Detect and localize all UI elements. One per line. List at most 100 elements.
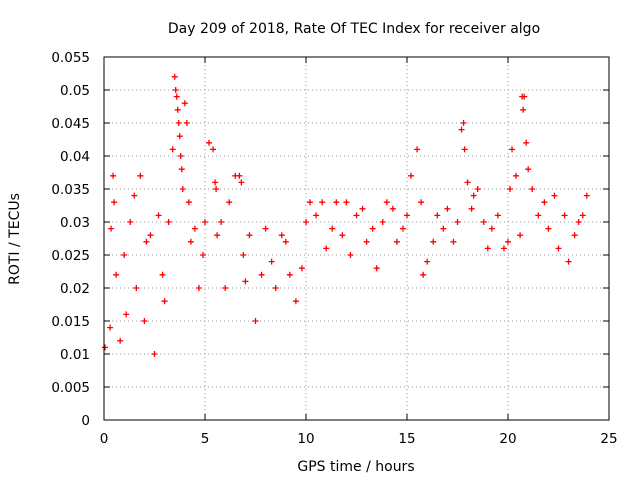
data-point (323, 245, 330, 252)
data-point (212, 179, 219, 186)
data-point (159, 271, 166, 278)
data-point (363, 238, 370, 245)
data-point (199, 252, 206, 258)
data-point (440, 225, 447, 232)
data-point (177, 153, 184, 159)
data-point (521, 93, 528, 100)
data-point (292, 298, 299, 305)
chart-title: Day 209 of 2018, Rate Of TEC Index for r… (168, 21, 540, 37)
data-point (268, 258, 275, 265)
data-point (171, 73, 178, 80)
data-point (408, 172, 415, 179)
data-point (343, 199, 350, 206)
y-tick-label: 0.02 (60, 281, 90, 297)
data-point (236, 172, 243, 179)
data-point (399, 225, 406, 232)
data-point (169, 146, 176, 153)
x-tick-label: 20 (499, 431, 516, 447)
data-point (480, 219, 487, 225)
data-point (155, 212, 162, 219)
data-point (117, 337, 124, 344)
data-point (141, 318, 148, 324)
data-point (414, 146, 421, 153)
data-point (359, 205, 366, 212)
data-point (127, 219, 134, 225)
data-point (226, 199, 233, 206)
data-point (195, 285, 202, 291)
data-point (339, 232, 346, 239)
data-point (523, 139, 530, 146)
x-tick-label: 15 (398, 431, 415, 447)
data-point (286, 271, 293, 278)
data-point (108, 225, 115, 232)
y-tick-label: 0 (81, 413, 90, 429)
data-point (258, 271, 265, 278)
data-point (246, 232, 253, 239)
data-point (494, 212, 501, 219)
data-point (107, 324, 114, 331)
data-point (183, 120, 190, 126)
data-point (278, 232, 285, 239)
x-axis-label: GPS time / hours (297, 459, 414, 475)
data-point (213, 186, 220, 192)
data-point (214, 232, 221, 239)
data-point (238, 179, 245, 186)
data-point (298, 265, 305, 272)
data-point (191, 225, 198, 232)
data-point (461, 146, 468, 153)
data-point (424, 258, 431, 265)
data-point (373, 265, 380, 272)
data-point (102, 344, 109, 351)
data-point (418, 199, 425, 206)
data-point (347, 252, 354, 258)
data-point (165, 219, 172, 225)
data-point (525, 166, 532, 173)
data-point (178, 166, 185, 173)
data-point (488, 225, 495, 232)
y-tick-label: 0.01 (60, 347, 90, 363)
data-point (541, 199, 548, 206)
data-point (131, 192, 138, 199)
data-point (272, 285, 279, 291)
data-point (517, 232, 524, 239)
data-point (470, 192, 477, 199)
data-point (137, 172, 144, 179)
data-point (389, 205, 396, 212)
data-point (468, 205, 475, 212)
data-points (102, 73, 590, 357)
data-point (545, 225, 552, 232)
y-tick-label: 0.03 (60, 215, 90, 231)
data-point (179, 186, 186, 192)
data-point (404, 212, 410, 219)
data-point (161, 298, 168, 305)
data-point (172, 87, 179, 93)
data-point (393, 238, 400, 245)
data-point (434, 212, 441, 219)
data-point (303, 219, 309, 225)
data-point (353, 212, 360, 219)
y-tick-labels: 0 0.005 0.01 0.015 0.02 0.025 0.03 0.035 0.04 0.0… (51, 50, 90, 429)
data-point (444, 205, 451, 212)
data-point (420, 271, 427, 278)
data-point (110, 172, 117, 179)
data-point (151, 351, 158, 357)
x-tick-label: 5 (201, 431, 210, 447)
data-point (111, 199, 118, 206)
data-point (329, 225, 336, 232)
data-point (252, 318, 259, 324)
data-point (121, 252, 128, 258)
y-tick-label: 0.05 (60, 83, 90, 99)
y-tick-label: 0.055 (51, 50, 90, 66)
data-point (143, 238, 150, 245)
data-point (369, 225, 376, 232)
data-point (520, 106, 527, 113)
data-point (430, 238, 437, 245)
data-point (313, 212, 320, 219)
data-point (242, 278, 249, 285)
data-point (513, 172, 520, 179)
data-point (147, 232, 154, 239)
data-point (484, 245, 491, 252)
y-tick-label: 0.015 (51, 314, 90, 330)
x-tick-label: 25 (600, 431, 617, 447)
data-point (464, 179, 471, 186)
